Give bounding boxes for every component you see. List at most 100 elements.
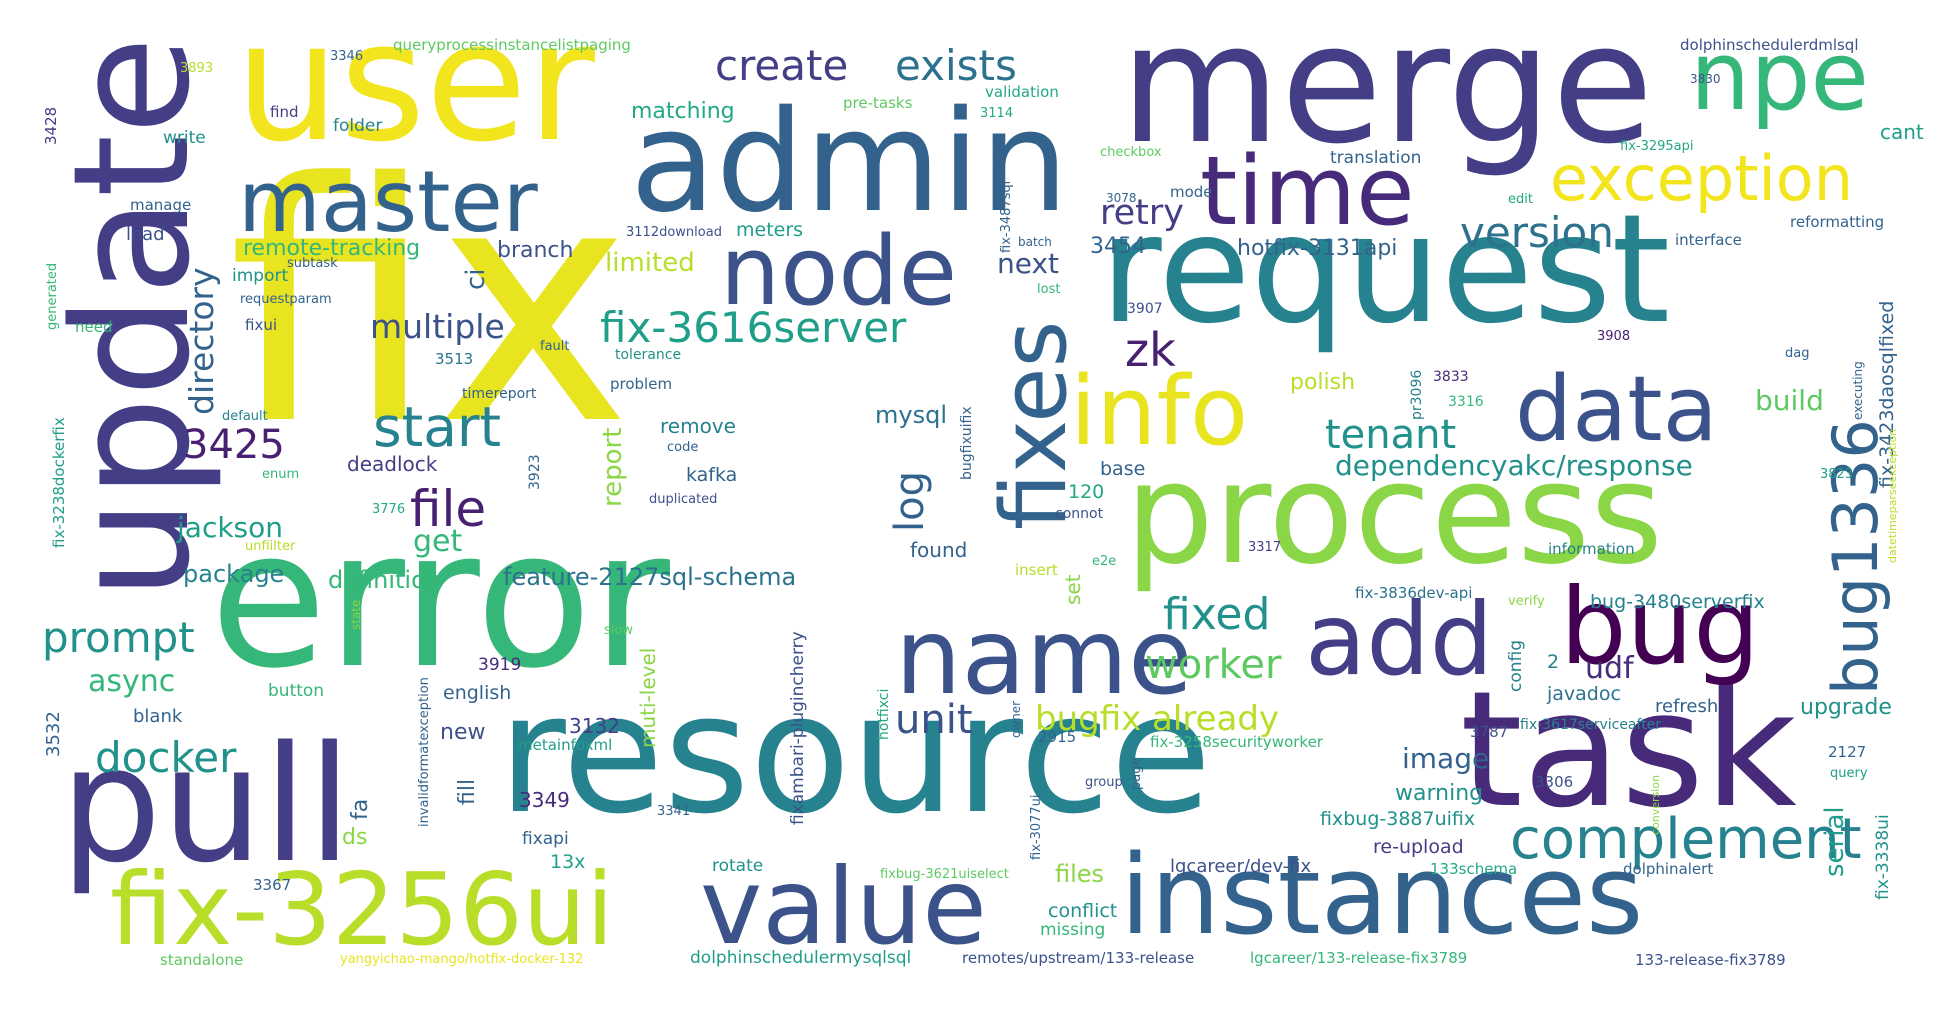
word-retry: retry [1100, 193, 1184, 233]
word-exception: exception [1550, 142, 1854, 215]
word-3112download: 3112download [626, 225, 722, 240]
word-fix-3338ui: fix-3338ui [1873, 814, 1893, 900]
word-blank: blank [133, 706, 183, 727]
word-limited: limited [605, 248, 695, 278]
word-time: time [1200, 137, 1415, 247]
word-2127: 2127 [1828, 743, 1867, 761]
word-udf: udf [1585, 651, 1634, 686]
word-3830: 3830 [1690, 72, 1721, 86]
word-insert: insert [1015, 561, 1058, 579]
word-tolerance: tolerance [615, 347, 682, 363]
word-prompt: prompt [42, 613, 195, 662]
word-value: value [700, 846, 987, 968]
word-3907: 3907 [1127, 301, 1163, 317]
word-fix: fix [228, 113, 632, 497]
word-remote-tracking: remote-tracking [243, 236, 421, 261]
word-fixapi: fixapi [522, 829, 569, 849]
word-add: add [1305, 581, 1494, 698]
word-name: name [895, 596, 1193, 718]
word-folder: folder [333, 116, 383, 136]
word-rotate: rotate [712, 856, 764, 876]
word-serial: serial [1820, 806, 1850, 877]
word-e2e: e2e [1092, 554, 1117, 569]
word-3428: 3428 [42, 106, 60, 145]
word-3823: 3823 [1820, 467, 1854, 482]
word-3787: 3787 [1470, 723, 1509, 741]
word-query: query [1830, 766, 1868, 781]
word-deadlock: deadlock [347, 452, 438, 476]
word-exists: exists [895, 41, 1017, 90]
word-muti-level: muti-level [636, 647, 660, 748]
word-info: info [1070, 357, 1249, 467]
word-3513: 3513 [435, 350, 474, 368]
word-remotes-upstream-133-release: remotes/upstream/133-release [962, 949, 1195, 967]
word-report: report [598, 427, 628, 507]
word-create: create [715, 41, 849, 90]
word-fix-3256ui: fix-3256ui [110, 851, 614, 968]
word-zk: zk [1125, 323, 1176, 377]
word-verify: verify [1508, 594, 1545, 609]
word-2: 2 [1547, 651, 1560, 673]
word-fixed: fixed [1163, 589, 1271, 640]
word-fix-3617serviceafter: fix-3617serviceafter [1520, 717, 1662, 733]
word-3132: 3132 [569, 714, 620, 738]
word-invalidformatexception: invalidformatexception [417, 677, 432, 827]
word-lost: lost [1037, 282, 1061, 297]
word-pr3096: pr3096 [1409, 369, 1425, 420]
word-definition: definition [328, 566, 441, 594]
word-english: english [443, 682, 512, 704]
word-files: files [1055, 860, 1105, 888]
word-worker: worker [1145, 642, 1282, 688]
word-bugfixuifix: bugfixuifix [959, 406, 975, 480]
word-docker: docker [95, 733, 237, 782]
word-tenant: tenant [1325, 412, 1457, 458]
word-build: build [1755, 384, 1824, 417]
word-interface: interface [1675, 231, 1742, 249]
word-3923: 3923 [527, 454, 543, 490]
word-data: data [1515, 357, 1718, 462]
word-yangyichao-mango-hotfix-docker-132: yangyichao-mango/hotfix-docker-132 [340, 952, 584, 967]
word-conversion: conversion [1649, 774, 1662, 835]
word-remove: remove [660, 414, 736, 438]
word-package: package [183, 560, 285, 588]
word-fix-3487sql: fix-3487sql [999, 180, 1014, 253]
word-unfiilter: unfiilter [245, 539, 296, 554]
word-subtask: subtask [287, 256, 338, 271]
word-bug-3480serverfix: bug-3480serverfix [1590, 591, 1765, 613]
word-queryprocessinstancelistpaging: queryprocessinstancelistpaging [393, 36, 631, 54]
word-fix-3258securityworker: fix-3258securityworker [1150, 733, 1323, 751]
word-fix-3077ui: fix-3077ui [1029, 794, 1044, 860]
word-process: process [1125, 433, 1663, 596]
word-3341: 3341 [657, 804, 691, 819]
word-fixbug-3887uifix: fixbug-3887uifix [1320, 808, 1476, 830]
word-get: get [413, 524, 463, 559]
word-version: version [1460, 208, 1614, 257]
word-13x: 13x [550, 851, 586, 873]
word-task: task [1460, 656, 1797, 843]
word-complement: complement [1510, 807, 1862, 872]
word-conflict: conflict [1048, 900, 1118, 922]
word-executing: executing [1851, 361, 1865, 420]
word-matching: matching [631, 99, 735, 124]
word-config: config [1506, 639, 1526, 692]
word-kafka: kafka [686, 464, 738, 486]
word-upgrade: upgrade [1800, 695, 1892, 720]
word-directory: directory [182, 267, 221, 415]
word-133-release-fix3789: 133-release-fix3789 [1635, 951, 1786, 969]
word-button: button [268, 681, 325, 701]
word-jackson: jackson [177, 511, 284, 544]
word-bug: bug [1560, 566, 1760, 688]
word-ci: ci [461, 268, 491, 290]
word-generated: generated [45, 262, 60, 330]
word-fix-3295api: fix-3295api [1620, 139, 1694, 154]
word-validation: validation [985, 83, 1059, 101]
word-problem: problem [610, 375, 673, 393]
word-owner: owner [1009, 700, 1023, 738]
word-page: page [1129, 757, 1144, 790]
word-3349: 3349 [519, 788, 570, 812]
word-pull: pull [60, 711, 352, 898]
word-import: import [232, 266, 289, 286]
word-lgcareer-133-release-fix3789: lgcareer/133-release-fix3789 [1250, 949, 1468, 967]
word-standalone: standalone [160, 951, 244, 969]
word-multiple: multiple [370, 307, 505, 346]
